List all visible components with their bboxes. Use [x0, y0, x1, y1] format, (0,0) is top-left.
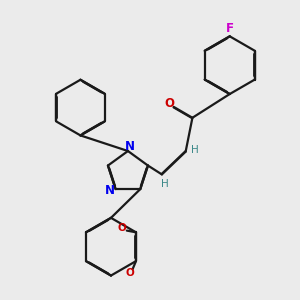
- Text: N: N: [104, 184, 115, 197]
- Text: O: O: [164, 97, 174, 110]
- Text: O: O: [125, 268, 134, 278]
- Text: O: O: [117, 223, 126, 233]
- Text: N: N: [124, 140, 135, 153]
- Text: H: H: [161, 179, 169, 189]
- Text: H: H: [191, 145, 199, 155]
- Text: F: F: [226, 22, 234, 35]
